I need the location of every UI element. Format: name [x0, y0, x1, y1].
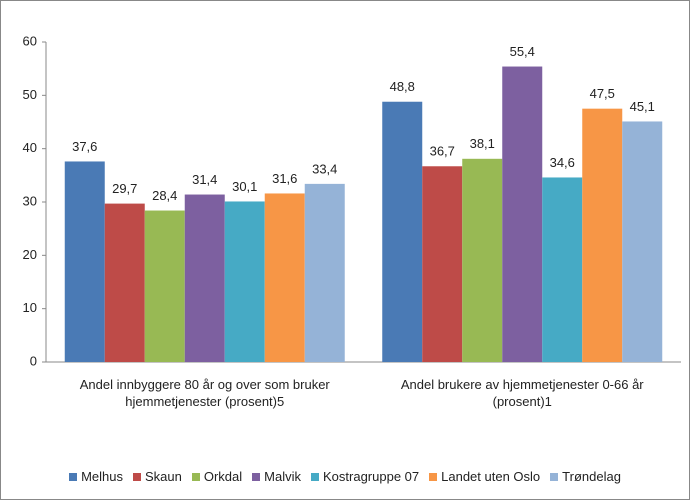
legend-label: Landet uten Oslo: [441, 469, 541, 484]
data-label: 37,6: [72, 139, 97, 154]
data-label: 31,6: [272, 171, 297, 186]
data-label: 36,7: [430, 144, 455, 159]
legend-label: Skaun: [144, 469, 182, 484]
legend-item: Landet uten Oslo: [429, 469, 540, 484]
bar: [144, 210, 185, 362]
data-label: 45,1: [630, 99, 655, 114]
bar: [462, 158, 503, 362]
legend: Melhus Skaun Orkdal Malvik Kostragruppe 07 La…: [1, 469, 689, 484]
y-tick-label: 10: [23, 300, 37, 315]
y-tick-label: 30: [23, 193, 37, 208]
bar: [64, 161, 105, 362]
bar: [542, 177, 583, 362]
data-label: 28,4: [152, 188, 177, 203]
legend-swatch: [429, 472, 438, 481]
legend-item: Malvik: [252, 469, 301, 484]
x-tick-label: Andel brukere av hjemmetjenester 0-66 år…: [400, 377, 644, 409]
data-label: 30,1: [232, 179, 257, 194]
bar: [422, 166, 463, 362]
data-label: 47,5: [590, 86, 615, 101]
x-tick-label: Andel innbyggere 80 år og over som bruke…: [79, 377, 330, 409]
legend-item: Kostragruppe 07: [311, 469, 419, 484]
legend-swatch: [69, 472, 78, 481]
legend-item: Orkdal: [191, 469, 243, 484]
bar: [382, 101, 423, 362]
data-label: 55,4: [510, 44, 535, 59]
legend-label: Orkdal: [203, 469, 243, 484]
data-label: 33,4: [312, 161, 337, 176]
y-tick-label: 0: [30, 353, 37, 368]
data-label: 29,7: [112, 181, 137, 196]
legend-item: Melhus: [69, 469, 123, 484]
y-tick-label: 50: [23, 87, 37, 102]
y-tick-label: 20: [23, 247, 37, 262]
legend-swatch: [191, 472, 200, 481]
y-tick-label: 60: [23, 33, 37, 48]
data-label: 48,8: [390, 79, 415, 94]
legend-swatch: [132, 472, 141, 481]
bar: [264, 193, 305, 362]
data-label: 31,4: [192, 172, 217, 187]
legend-swatch: [311, 472, 319, 481]
legend-label: Melhus: [81, 469, 123, 484]
data-label: 34,6: [550, 155, 575, 170]
bar: [502, 66, 543, 363]
legend-item: Skaun: [132, 469, 182, 484]
legend-item: Trøndelag: [550, 469, 621, 484]
data-label: 38,1: [470, 136, 495, 151]
bar: [104, 203, 145, 362]
bar: [304, 183, 345, 362]
legend-label: Kostragruppe 07: [323, 469, 420, 484]
legend-label: Trøndelag: [562, 469, 621, 484]
bar: [582, 108, 623, 363]
bar: [184, 194, 225, 362]
bar: [622, 121, 663, 362]
legend-label: Malvik: [264, 469, 301, 484]
legend-swatch: [550, 472, 559, 481]
y-tick-label: 40: [23, 140, 37, 155]
legend-swatch: [252, 472, 261, 481]
bar: [224, 201, 265, 362]
